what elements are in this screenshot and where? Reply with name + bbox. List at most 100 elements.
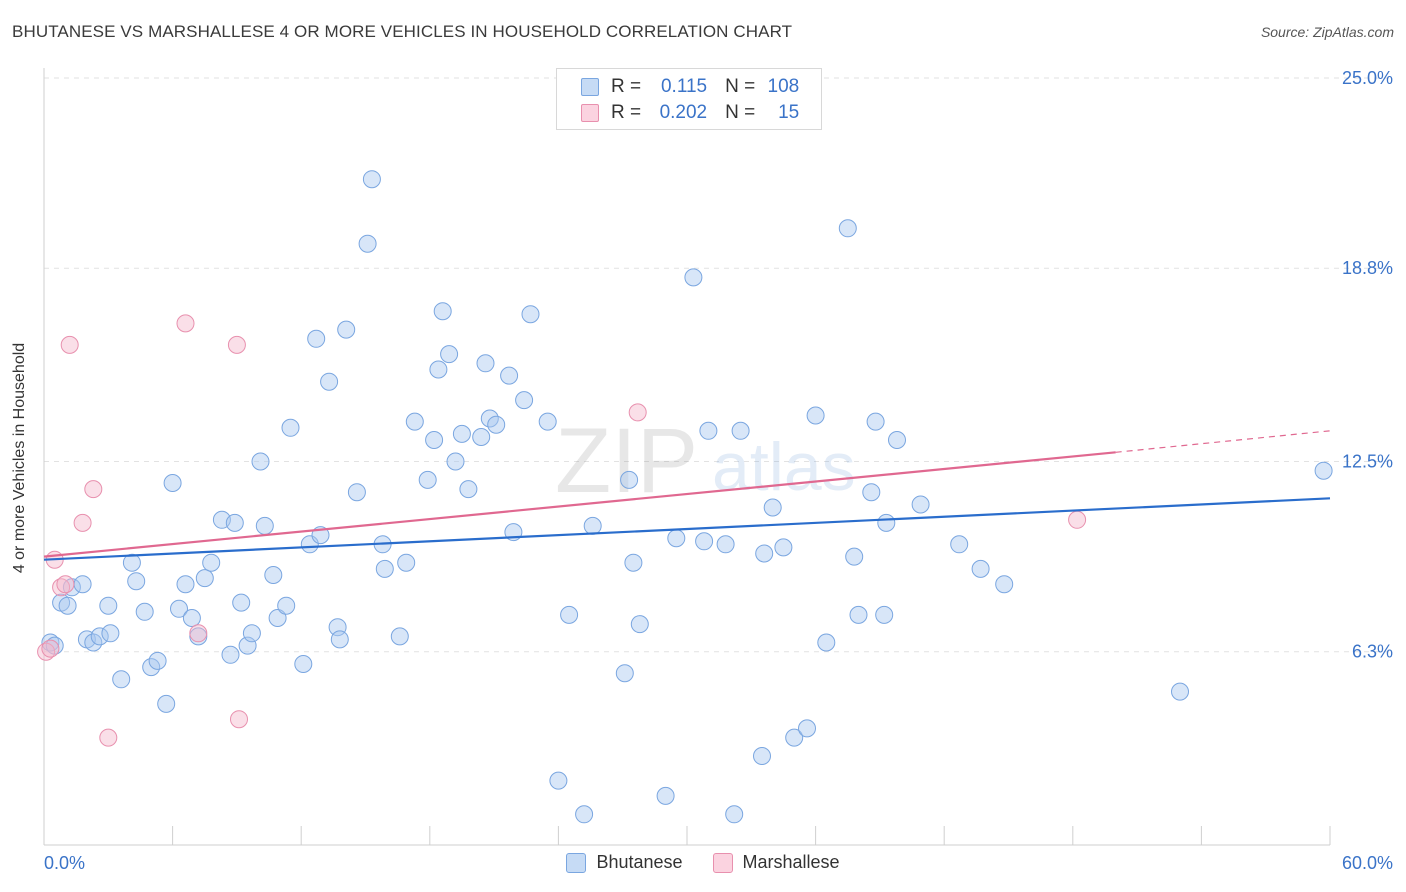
bhutanese-point <box>774 538 793 557</box>
stats-row-marshallese: R = 0.202 N = 15 <box>581 101 799 125</box>
marshallese-point <box>628 403 647 422</box>
marshallese-point <box>84 480 103 499</box>
watermark-zip: ZIP <box>555 410 698 512</box>
marshallese-point <box>60 335 79 354</box>
bhutanese-point <box>232 593 251 612</box>
stats-n-value-marshallese: 15 <box>778 102 800 123</box>
tick-labels: 6.3% 12.5% 18.8% 25.0% 0.0% 60.0% <box>44 68 1393 873</box>
marshallese-point <box>73 513 92 532</box>
legend-item-marshallese[interactable]: Marshallese <box>712 852 840 873</box>
bhutanese-point <box>538 412 557 431</box>
marshallese-points <box>37 314 1087 747</box>
bhutanese-point <box>684 268 703 287</box>
bhutanese-point <box>195 569 214 588</box>
legend-swatch-marshallese <box>712 852 733 873</box>
x-tick-label: 60.0% <box>1342 853 1393 873</box>
bhutanese-point <box>1314 461 1333 480</box>
bhutanese-trend-line <box>43 497 1331 561</box>
bhutanese-point <box>725 805 744 824</box>
gridlines <box>44 77 1394 653</box>
legend-label-marshallese: Marshallese <box>742 852 840 872</box>
bhutanese-point <box>418 470 437 489</box>
marshallese-trend-extension <box>1115 430 1331 453</box>
bhutanese-point <box>446 452 465 471</box>
stats-r-value-bhutanese: 0.115 <box>660 76 708 97</box>
bhutanese-point <box>221 645 240 664</box>
bhutanese-point <box>785 728 804 747</box>
bhutanese-point <box>459 480 478 499</box>
bhutanese-point <box>971 559 990 578</box>
bhutanese-point <box>549 771 568 790</box>
bhutanese-point <box>731 421 750 440</box>
bhutanese-point <box>575 805 594 824</box>
bhutanese-point <box>515 391 534 410</box>
stats-swatch-bhutanese <box>581 78 599 96</box>
bhutanese-point <box>806 406 825 425</box>
bhutanese-point <box>521 305 540 324</box>
bhutanese-point <box>251 452 270 471</box>
source-label: Source: ZipAtlas.com <box>1260 24 1394 40</box>
legend-item-bhutanese[interactable]: Bhutanese <box>566 852 683 873</box>
marshallese-point <box>227 335 246 354</box>
bhutanese-point <box>330 630 349 649</box>
bhutanese-point <box>755 544 774 563</box>
bhutanese-point <box>122 553 141 572</box>
trend-lines <box>43 430 1331 561</box>
bhutanese-point <box>798 719 816 738</box>
stats-swatch-marshallese <box>581 104 599 122</box>
bhutanese-point <box>624 553 643 572</box>
bhutanese-point <box>347 483 366 502</box>
bhutanese-point <box>950 535 969 554</box>
bhutanese-point <box>425 431 444 449</box>
stats-n-label: N = <box>725 76 756 97</box>
bhutanese-point <box>277 596 296 615</box>
bhutanese-point <box>281 418 300 437</box>
y-tick-label: 18.8% <box>1342 258 1393 278</box>
bhutanese-point <box>90 627 109 646</box>
bhutanese-point <box>695 532 714 551</box>
bhutanese-point <box>472 428 491 446</box>
bhutanese-point <box>911 495 930 514</box>
bhutanese-point <box>429 360 448 379</box>
bhutanese-point <box>817 633 836 652</box>
bhutanese-point <box>487 415 506 434</box>
bhutanese-point <box>753 747 771 765</box>
bhutanese-point <box>620 470 639 489</box>
bhutanese-point <box>583 516 602 535</box>
bhutanese-point <box>182 609 201 627</box>
bhutanese-point <box>176 575 195 594</box>
bhutanese-point <box>405 412 424 431</box>
stats-r-label: R = <box>611 76 642 97</box>
bhutanese-point <box>888 431 906 449</box>
bhutanese-point <box>433 302 452 321</box>
watermark-atlas: atlas <box>712 429 856 505</box>
bhutanese-point <box>630 615 649 634</box>
bhutanese-point <box>476 354 495 373</box>
bhutanese-point <box>656 786 675 805</box>
bhutanese-point <box>148 651 167 670</box>
bhutanese-point <box>845 547 864 566</box>
bhutanese-point <box>307 329 326 348</box>
bhutanese-point <box>995 575 1014 594</box>
bhutanese-point <box>440 345 459 364</box>
bhutanese-point <box>58 596 77 615</box>
legend-swatch-bhutanese <box>566 852 587 873</box>
chart-title: BHUTANESE VS MARSHALLESE 4 OR MORE VEHIC… <box>12 22 793 41</box>
y-tick-label: 6.3% <box>1352 642 1393 662</box>
bhutanese-points <box>41 170 1333 824</box>
stats-r-label: R = <box>611 102 642 123</box>
bhutanese-point <box>560 605 579 624</box>
bhutanese-point <box>294 655 313 673</box>
bhutanese-point <box>163 474 182 492</box>
bhutanese-point <box>202 553 221 572</box>
bhutanese-point <box>397 553 416 572</box>
bhutanese-point <box>716 535 735 554</box>
bhutanese-point <box>73 575 92 594</box>
marshallese-point <box>189 624 208 643</box>
y-tick-label: 25.0% <box>1342 68 1393 88</box>
stats-r-value-marshallese: 0.202 <box>659 102 708 123</box>
bhutanese-point <box>264 566 283 584</box>
bhutanese-point <box>375 559 394 578</box>
bhutanese-point <box>838 219 857 238</box>
